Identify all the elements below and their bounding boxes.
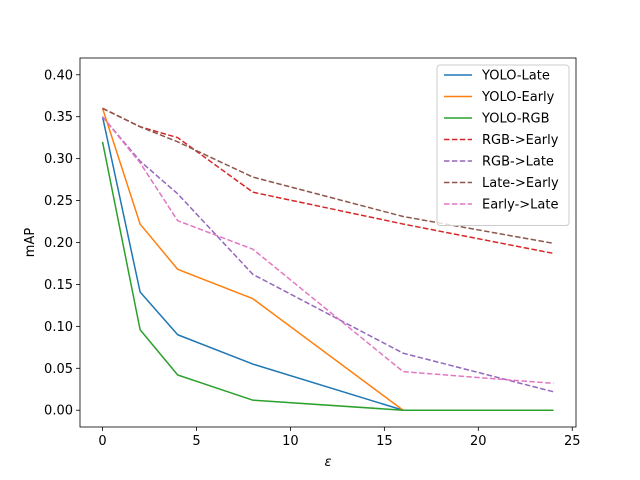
y-tick-label: 0.05	[44, 362, 73, 377]
series-line-early-late	[101, 116, 554, 385]
y-axis-label: mAP	[23, 228, 38, 258]
legend-label: RGB->Early	[482, 133, 559, 148]
legend-label: RGB->Late	[482, 155, 554, 170]
series-line-rgb-late	[101, 116, 554, 393]
y-tick-label: 0.15	[44, 278, 73, 293]
y-tick-label: 0.10	[44, 320, 73, 335]
x-tick-label: 20	[470, 434, 487, 449]
x-axis-label: ε	[324, 455, 331, 470]
x-tick-label: 25	[564, 434, 581, 449]
legend-label: YOLO-Late	[481, 69, 550, 84]
x-tick-label: 5	[192, 434, 200, 449]
legend: YOLO-Late YOLO-Early YOLO-RGB RGB->Early RGB…	[436, 64, 570, 226]
legend-box	[436, 64, 570, 226]
x-tick-label: 15	[376, 434, 393, 449]
series-layer	[101, 107, 554, 411]
y-tick-label: 0.20	[44, 236, 73, 251]
x-tick-label: 10	[282, 434, 299, 449]
x-tick-label: 0	[98, 434, 106, 449]
y-tick-label: 0.35	[44, 110, 73, 125]
y-tick-label: 0.40	[44, 68, 73, 83]
series-line-late-early	[102, 107, 554, 245]
y-tick-label: 0.00	[44, 404, 73, 419]
legend-label: Late->Early	[482, 176, 559, 191]
y-tick-label: 0.25	[44, 194, 73, 209]
ticks-layer: 0 5 10 15 20 25 0.00 0.05 0.10 0.15 0.20 0.25 0.30 0.…	[44, 68, 580, 449]
legend-label: Early->Late	[482, 198, 559, 213]
legend-label: YOLO-RGB	[481, 112, 550, 127]
legend-label: YOLO-Early	[481, 90, 555, 105]
y-tick-label: 0.30	[44, 152, 73, 167]
series-line-yolo-rgb	[101, 141, 554, 411]
